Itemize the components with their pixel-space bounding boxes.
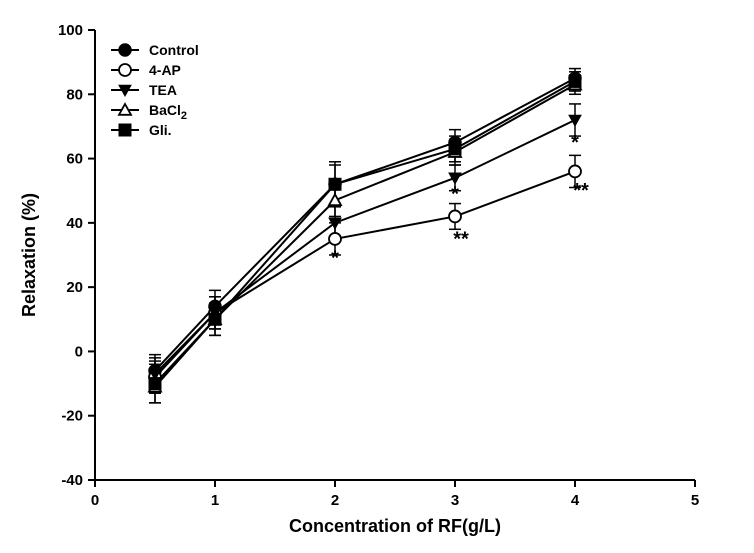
svg-text:4-AP: 4-AP <box>149 62 181 78</box>
svg-text:Gli.: Gli. <box>149 122 172 138</box>
svg-text:40: 40 <box>66 215 83 232</box>
svg-text:**: ** <box>453 228 469 250</box>
svg-text:80: 80 <box>66 86 83 103</box>
svg-text:-40: -40 <box>61 472 83 489</box>
svg-text:-20: -20 <box>61 408 83 425</box>
svg-text:Concentration of RF(g/L): Concentration of RF(g/L) <box>289 516 501 536</box>
chart-svg: 0 1 2 3 4 5 -40 -20 0 20 40 60 80 100 Concentration of… <box>0 0 754 553</box>
svg-text:5: 5 <box>691 492 699 509</box>
svg-text:*: * <box>571 132 579 154</box>
svg-text:Control: Control <box>149 42 199 58</box>
svg-text:20: 20 <box>66 279 83 296</box>
svg-text:4: 4 <box>571 492 580 509</box>
svg-text:0: 0 <box>91 492 99 509</box>
svg-text:*: * <box>331 248 339 270</box>
svg-text:*: * <box>451 183 459 205</box>
svg-text:Relaxation (%): Relaxation (%) <box>19 193 39 317</box>
svg-text:1: 1 <box>211 492 219 509</box>
relaxation-chart: 0 1 2 3 4 5 -40 -20 0 20 40 60 80 100 Concentration of… <box>0 0 754 553</box>
svg-text:60: 60 <box>66 151 83 168</box>
svg-text:0: 0 <box>75 343 83 360</box>
svg-text:TEA: TEA <box>149 82 177 98</box>
svg-text:**: ** <box>573 180 589 202</box>
svg-text:3: 3 <box>451 492 459 509</box>
svg-text:BaCl2: BaCl2 <box>149 102 187 122</box>
svg-text:100: 100 <box>58 22 83 39</box>
svg-text:2: 2 <box>331 492 339 509</box>
